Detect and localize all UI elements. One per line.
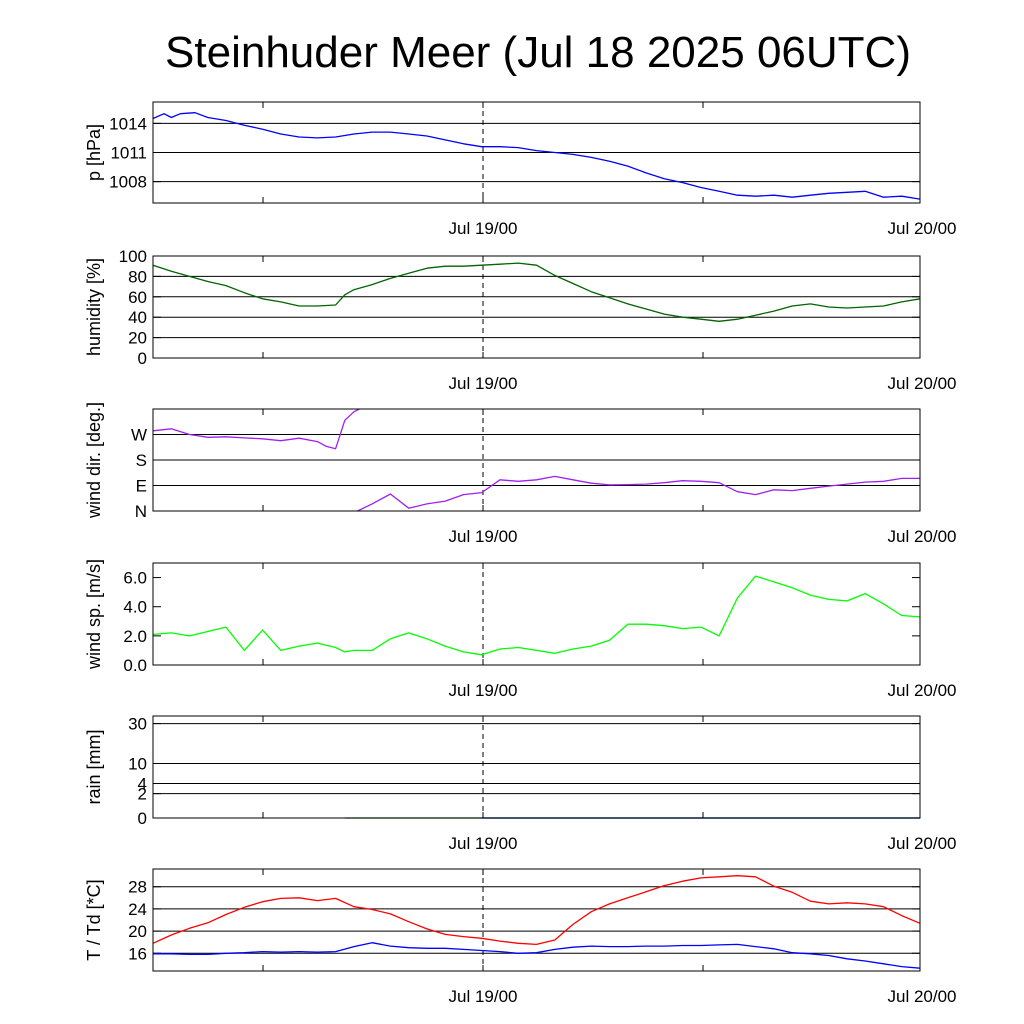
panel-rain: 0 24 10 30 Jul 19/00 Jul 20/00 rain [mm]: [84, 715, 957, 853]
y-tick-label: 100: [119, 247, 147, 266]
y-tick-label: 10: [128, 754, 147, 773]
y-tick-label: 1008: [109, 173, 147, 192]
x-tick-label: Jul 19/00: [449, 681, 518, 700]
y-tick-label: 80: [128, 267, 147, 286]
y-tick-label: 60: [128, 288, 147, 307]
y-tick-label: 24: [128, 900, 147, 919]
y-tick-label: 40: [128, 308, 147, 327]
x-tick-label: Jul 20/00: [888, 527, 957, 546]
y-tick-label: 2: [138, 785, 147, 804]
y-axis-label: p [hPa]: [84, 124, 104, 181]
chart-title: Steinhuder Meer (Jul 18 2025 06UTC): [165, 28, 911, 77]
series-line-temperature-1: [153, 942, 921, 969]
y-axis-label: rain [mm]: [84, 729, 104, 804]
series-line-wind-direction-0: [152, 408, 360, 450]
x-tick-label: Jul 19/00: [449, 987, 518, 1006]
plot-frame: [152, 408, 921, 512]
y-tick-label: 20: [128, 922, 147, 941]
plot-frame: [152, 562, 921, 666]
y-tick-label: S: [136, 451, 147, 470]
y-axis-label: wind sp. [m/s]: [84, 559, 104, 670]
x-tick-label: Jul 19/00: [449, 374, 518, 393]
x-tick-label: Jul 19/00: [449, 527, 518, 546]
series-line-wind-direction-1: [357, 475, 920, 512]
series-line-temperature-0: [152, 875, 921, 946]
y-tick-label: 30: [128, 715, 147, 734]
y-tick-label: 1014: [109, 114, 147, 133]
panel-pressure: 1008 1011 1014 Jul 19/00 Jul 20/00 p [hPa]: [84, 101, 957, 238]
y-tick-label: 4.0: [123, 598, 147, 617]
x-tick-label: Jul 19/00: [449, 834, 518, 853]
x-tick-label: Jul 20/00: [888, 374, 957, 393]
series-line-humidity-0: [152, 262, 921, 322]
y-axis-label: humidity [%]: [84, 258, 104, 356]
y-tick-label: 1011: [110, 144, 147, 163]
y-tick-label: 20: [128, 329, 147, 348]
y-tick-label: 2.0: [123, 627, 147, 646]
y-tick-label: N: [135, 502, 147, 521]
y-tick-label: 0: [138, 809, 147, 828]
y-tick-label: 4: [138, 775, 147, 794]
x-tick-label: Jul 20/00: [888, 219, 957, 238]
y-tick-label: 6.0: [123, 569, 147, 588]
x-tick-label: Jul 20/00: [888, 834, 957, 853]
panel-temperature: 16 20 24 28 Jul 19/00 Jul 20/00 T / Td [*C]: [84, 868, 957, 1006]
y-tick-label: 0: [138, 349, 147, 368]
y-tick-label: W: [131, 426, 147, 445]
plot-frame: [152, 255, 921, 359]
plot-frame: [152, 101, 921, 204]
panel-wind-speed: 0.0 2.0 4.0 6.0 Jul 19/00 Jul 20/00 wind sp. […: [84, 559, 957, 700]
x-tick-label: Jul 19/00: [449, 219, 518, 238]
series-line-wind-speed-0: [152, 575, 921, 656]
y-tick-label: 0.0: [123, 656, 147, 675]
y-tick-label: E: [136, 477, 147, 496]
y-axis-label: wind dir. [deg.]: [84, 402, 104, 519]
plot-frame: [152, 868, 921, 972]
y-tick-label: 28: [128, 878, 147, 897]
y-axis-label: T / Td [*C]: [84, 879, 104, 960]
x-tick-label: Jul 20/00: [888, 681, 957, 700]
x-tick-label: Jul 20/00: [888, 987, 957, 1006]
series-line-pressure-0: [152, 112, 921, 200]
plot-frame: [152, 715, 921, 819]
y-tick-label: 16: [128, 944, 147, 963]
